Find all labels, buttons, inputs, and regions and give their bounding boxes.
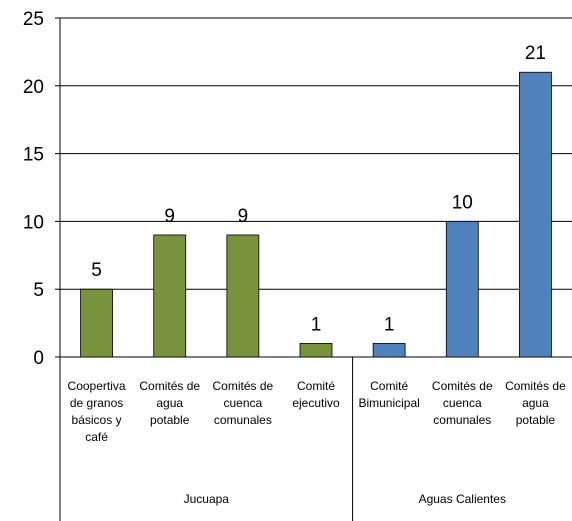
- data-label: 5: [91, 260, 102, 281]
- data-label: 10: [452, 192, 473, 213]
- data-label: 9: [164, 206, 175, 227]
- y-tick-label: 15: [23, 145, 44, 166]
- data-labels: 5 9 9 1 1 10 21: [91, 43, 546, 335]
- bars: [80, 71, 552, 358]
- y-axis-tick-labels: 0 5 10 15 20 25: [23, 9, 44, 369]
- bar: [153, 234, 187, 358]
- group-label: Aguas Calientes: [419, 492, 506, 506]
- y-tick-label: 25: [23, 9, 44, 30]
- y-tick-label: 10: [23, 212, 44, 233]
- y-tick-label: 0: [33, 348, 44, 369]
- category-label: Comités de agua potable: [505, 379, 566, 427]
- gridlines: [55, 17, 572, 358]
- category-label: Comité ejecutivo: [292, 379, 340, 410]
- category-label: Comités de cuenca comunales: [213, 379, 274, 427]
- category-labels: Coopertiva de granos básicos y café Comités …: [68, 379, 567, 444]
- category-label: Comités de agua potable: [139, 379, 200, 427]
- category-label: Coopertiva de granos básicos y café: [68, 379, 126, 444]
- y-tick-label: 20: [23, 77, 44, 98]
- bar: [445, 220, 479, 358]
- group-label: Jucuapa: [184, 492, 230, 506]
- bar: [372, 343, 406, 358]
- category-label: Comités de cuenca comunales: [432, 379, 493, 427]
- category-label: Comité Bimunicipal: [358, 379, 419, 410]
- data-label: 21: [525, 43, 546, 64]
- axes: [59, 18, 572, 521]
- group-labels: Jucuapa Aguas Calientes: [184, 357, 506, 521]
- data-label: 9: [238, 206, 249, 227]
- bar: [519, 71, 552, 358]
- bar: [226, 234, 260, 358]
- y-tick-label: 5: [33, 280, 44, 301]
- data-label: 1: [311, 314, 322, 335]
- data-label: 1: [384, 314, 395, 335]
- bar: [299, 343, 333, 358]
- bar: [80, 288, 113, 358]
